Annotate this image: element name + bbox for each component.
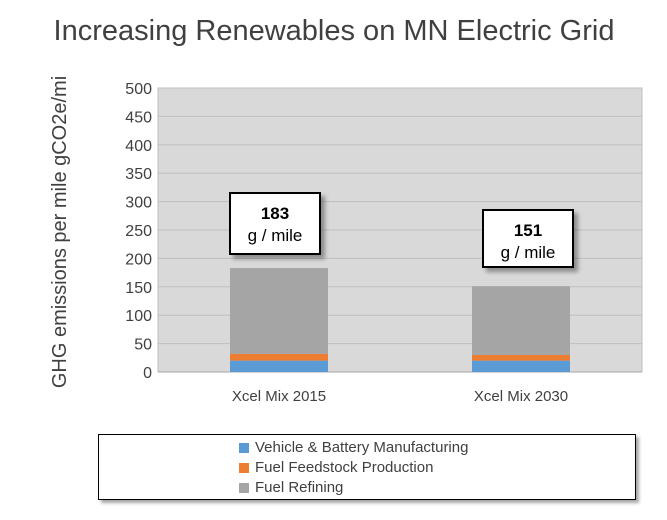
y-tick-label: 500: [125, 81, 152, 98]
legend-swatch: [239, 463, 249, 473]
legend-swatch: [239, 443, 249, 453]
callout-value: 183: [260, 204, 290, 223]
legend-label: Vehicle & Battery Manufacturing: [255, 439, 469, 456]
bar-fuel-refining-1: [230, 268, 328, 354]
y-tick-label: 300: [125, 195, 152, 212]
y-tick-label: 200: [125, 251, 152, 268]
bar-vehicle-battery-manufacturing-1: [230, 360, 328, 372]
legend-label: Fuel Refining: [255, 479, 344, 496]
x-tick-label: Xcel Mix 2015: [232, 388, 326, 405]
legend: Vehicle & Battery Manufacturing Fuel Feed…: [98, 434, 636, 500]
x-tick-label: Xcel Mix 2030: [474, 388, 568, 405]
y-tick-label: 50: [134, 337, 152, 354]
callout-xcel-2015: 183 g / mile: [229, 192, 321, 255]
legend-item: Fuel Refining: [239, 478, 635, 498]
legend-label: Fuel Feedstock Production: [255, 459, 434, 476]
bar-fuel-feedstock-production-2: [472, 354, 570, 361]
y-tick-label: 0: [143, 365, 152, 382]
bar-vehicle-battery-manufacturing-2: [472, 360, 570, 372]
y-tick-label: 150: [125, 280, 152, 297]
callout-value: 151: [513, 221, 543, 240]
y-tick-label: 400: [125, 138, 152, 155]
chart-title: Increasing Renewables on MN Electric Gri…: [53, 15, 615, 47]
callout-unit: g / mile: [500, 243, 556, 262]
legend-item: Fuel Feedstock Production: [239, 458, 635, 478]
callout-unit: g / mile: [247, 226, 303, 245]
legend-swatch: [239, 483, 249, 493]
bar-fuel-feedstock-production-1: [230, 353, 328, 361]
legend-item: Vehicle & Battery Manufacturing: [239, 438, 635, 458]
y-tick-label: 450: [125, 109, 152, 126]
y-tick-label: 350: [125, 166, 152, 183]
callout-xcel-2030: 151 g / mile: [482, 209, 574, 268]
y-tick-label: 100: [125, 308, 152, 325]
y-tick-label: 250: [125, 223, 152, 240]
bar-fuel-refining-2: [472, 286, 570, 355]
